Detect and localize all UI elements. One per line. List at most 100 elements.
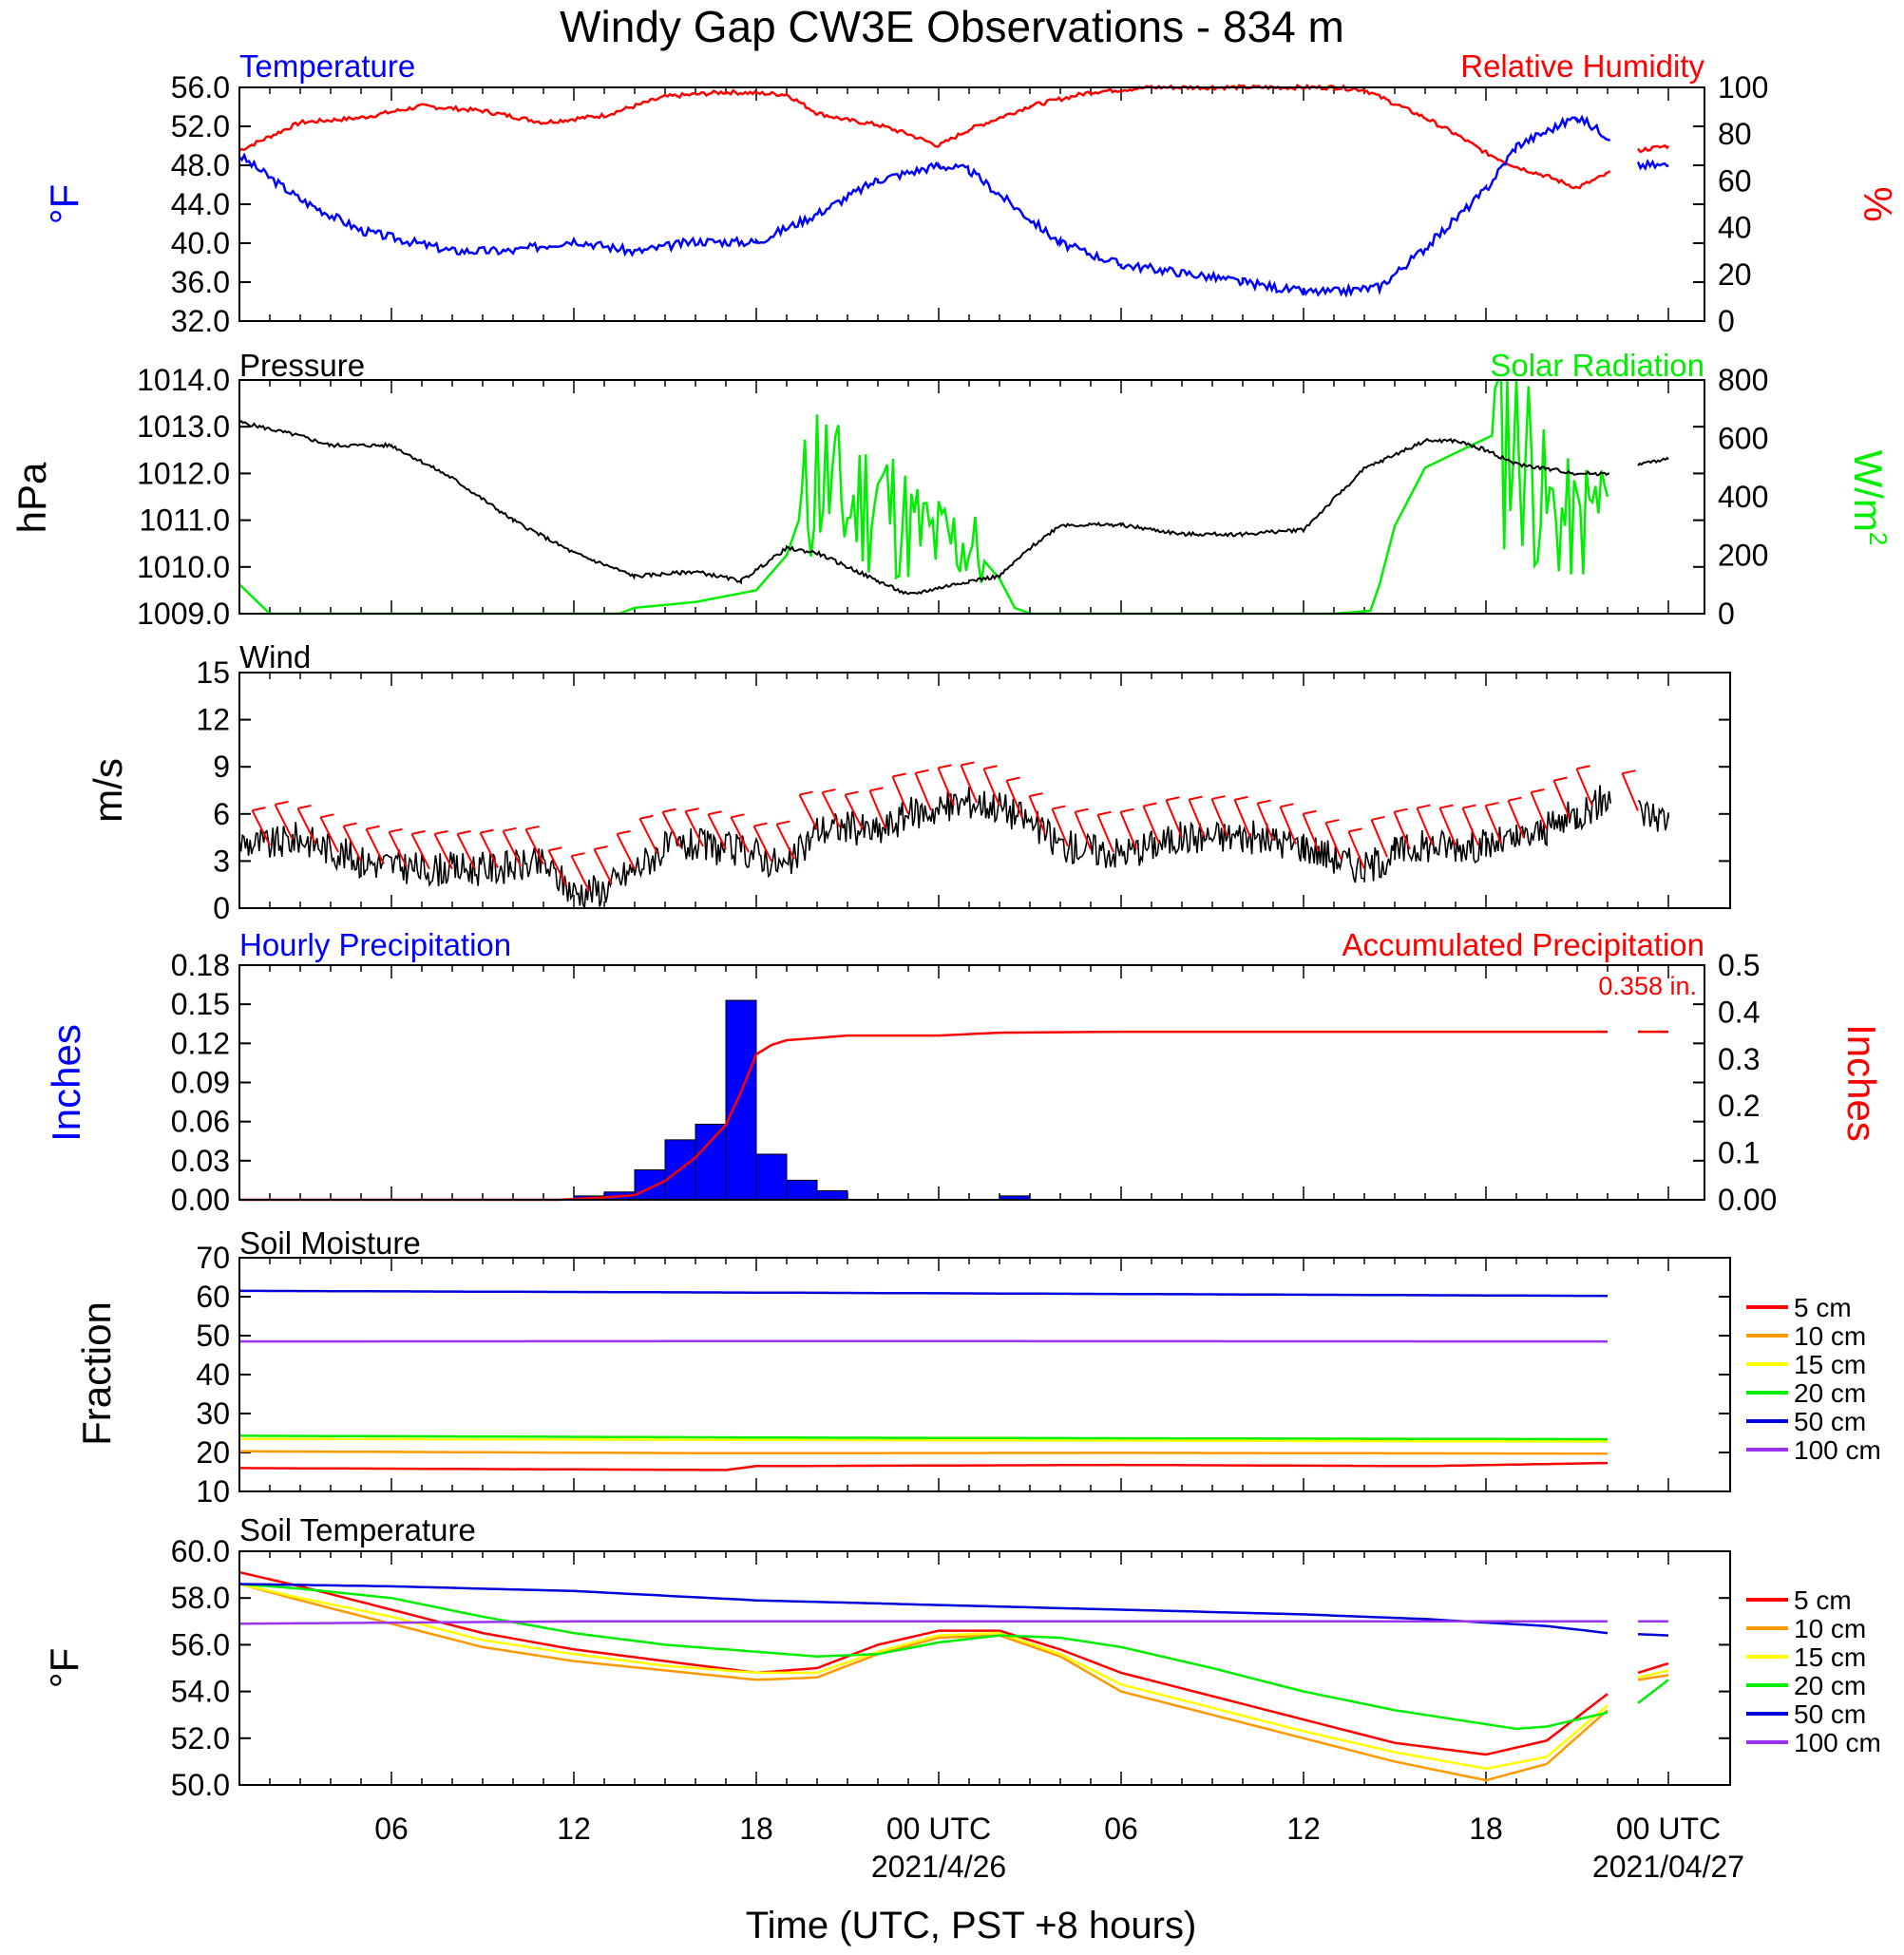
x-tick-label: 18: [739, 1812, 773, 1846]
soil-temp-line: [238, 1570, 1609, 1756]
soil-moisture-axes: 10 20 30 40 50 60 70: [196, 1241, 1730, 1509]
wind-barb-flag: [1622, 769, 1636, 775]
y-tick-label-left: 52.0: [171, 109, 230, 143]
wind-barb: [593, 848, 613, 885]
x-tick-label: 06: [1104, 1812, 1138, 1846]
pressure-solar-axes: 1009.0 1010.0 1011.0 1012.0 1013.0 1014.0 0 200…: [137, 363, 1768, 631]
wind-barb: [684, 810, 704, 847]
wind-barb-flag: [1029, 792, 1043, 798]
wind-barb-flag: [1006, 776, 1020, 782]
y-tick-label-left: 60.0: [171, 1534, 230, 1568]
hourly-precip-bar: [695, 1123, 727, 1201]
soil-temp-line: [1637, 1633, 1669, 1637]
hourly-precip-bar: [755, 1153, 788, 1201]
wind-barb-flag: [1097, 810, 1112, 816]
wind-barb-flag: [1394, 807, 1408, 813]
wind-barb: [1279, 806, 1297, 845]
legend-label: 5 cm: [1794, 1585, 1852, 1615]
wind-barb: [775, 824, 795, 860]
wind-barb-flag: [822, 788, 836, 794]
y-tick-label-left: 0.03: [171, 1144, 230, 1178]
y-tick-label-left: 10: [196, 1474, 230, 1509]
wind-barb-flag: [297, 805, 312, 810]
wind-barb-flag: [1417, 804, 1431, 809]
humidity-title: Relative Humidity: [1460, 48, 1704, 84]
soil-moisture-line: [239, 1437, 1608, 1443]
y-tick-label-left: 1009.0: [137, 597, 230, 631]
time-axis: 06 12 18 00 UTC 2021/4/26 06 12 18 00 UTC 2021/04…: [374, 1812, 1744, 1884]
y-tick-label-left: 40.0: [171, 226, 230, 260]
wind-barb: [1416, 807, 1434, 846]
wind-barb: [844, 794, 864, 830]
wind-barb: [1188, 799, 1206, 838]
y-tick-label-left: 54.0: [171, 1675, 230, 1709]
wind-barb-flag: [1234, 795, 1248, 801]
x-axis-label: Time (UTC, PST +8 hours): [746, 1905, 1197, 1946]
precip-axes: 0.00 0.03 0.06 0.09 0.12 0.15 0.18 0.00 0.1 0.2 0.…: [171, 948, 1778, 1217]
wind-barb: [960, 765, 978, 804]
wind-barb-flag: [845, 790, 859, 796]
wind-barb: [456, 833, 476, 870]
y-tick-label-right: 200: [1718, 539, 1768, 573]
y-tick-label-left: 1012.0: [137, 456, 230, 490]
wind-barb-flag: [1120, 807, 1134, 813]
y-tick-label-right: 0: [1718, 597, 1735, 631]
soil-temp-series: [238, 1570, 1669, 1782]
wind-barb: [798, 794, 818, 830]
y-tick-label-left: 44.0: [171, 187, 230, 221]
pressure-line: [238, 419, 1610, 596]
wind-barb: [1096, 814, 1114, 853]
wind-barb: [1233, 799, 1251, 838]
wind-barb: [524, 828, 544, 865]
soil-temp-title: Soil Temperature: [239, 1512, 476, 1547]
y-tick-label-right: 100: [1718, 70, 1768, 104]
pressure-title: Pressure: [239, 348, 365, 383]
y-tick-label-left: 56.0: [171, 70, 230, 104]
wind-barb-flag: [1075, 807, 1089, 813]
wind-barb: [1256, 803, 1274, 842]
temperature-line: [238, 114, 1611, 298]
wind-barb: [1621, 772, 1639, 811]
x-tick-label: 06: [374, 1812, 409, 1846]
wind-barb: [433, 833, 453, 870]
soil-moisture-series: [238, 1289, 1609, 1471]
wind-barb: [1051, 808, 1069, 847]
wind-barb: [1324, 822, 1342, 861]
wind-barb-flag: [1348, 827, 1362, 833]
y-tick-label-left: 60: [196, 1280, 230, 1314]
wind-barb-flag: [1211, 795, 1226, 801]
temp-rh-series: [238, 84, 1670, 298]
wind-title: Wind: [239, 639, 311, 674]
soil-temp-line: [238, 1583, 1609, 1782]
solar-title: Solar Radiation: [1490, 348, 1704, 383]
wind-barb: [730, 816, 750, 853]
y-tick-label-left: 0.00: [171, 1183, 230, 1217]
y-tick-label-left: 20: [196, 1435, 230, 1470]
legend-label: 20 cm: [1794, 1378, 1866, 1408]
wind-barb: [365, 828, 385, 864]
wind-barb-flag: [915, 769, 929, 774]
soil-moisture-line: [239, 1461, 1609, 1471]
x-tick-label: 00 UTC: [886, 1812, 991, 1846]
accum-precip-unit: Inches: [1839, 1024, 1884, 1142]
hourly-precip-title: Hourly Precipitation: [239, 927, 511, 962]
temperature-line: [1636, 159, 1669, 172]
y-tick-label-right: 0.2: [1718, 1089, 1760, 1123]
soil-moisture-title: Soil Moisture: [239, 1225, 421, 1261]
legend-label: 50 cm: [1794, 1699, 1866, 1729]
y-tick-label-left: 58.0: [171, 1581, 230, 1615]
y-tick-label-left: 3: [213, 844, 230, 878]
hourly-precip-bar: [786, 1179, 818, 1201]
y-tick-label-right: 800: [1718, 363, 1768, 397]
wind-barb-flag: [617, 829, 631, 835]
wind-barb-flag: [1143, 802, 1157, 807]
wind-barb-flag: [252, 807, 266, 812]
wind-barb-flag: [457, 829, 471, 835]
pressure-solar-frame: [238, 379, 1705, 615]
wind-barb-flag: [685, 807, 699, 813]
wind-barb-flag: [320, 813, 334, 819]
chart-title: Windy Gap CW3E Observations - 834 m: [560, 2, 1344, 51]
wind-barb-flag: [343, 822, 357, 827]
temp-rh-axes: 32.0 36.0 40.0 44.0 48.0 52.0 56.0 0 20 40 60 80 100: [171, 70, 1769, 338]
wind-barb-flag: [434, 829, 448, 835]
